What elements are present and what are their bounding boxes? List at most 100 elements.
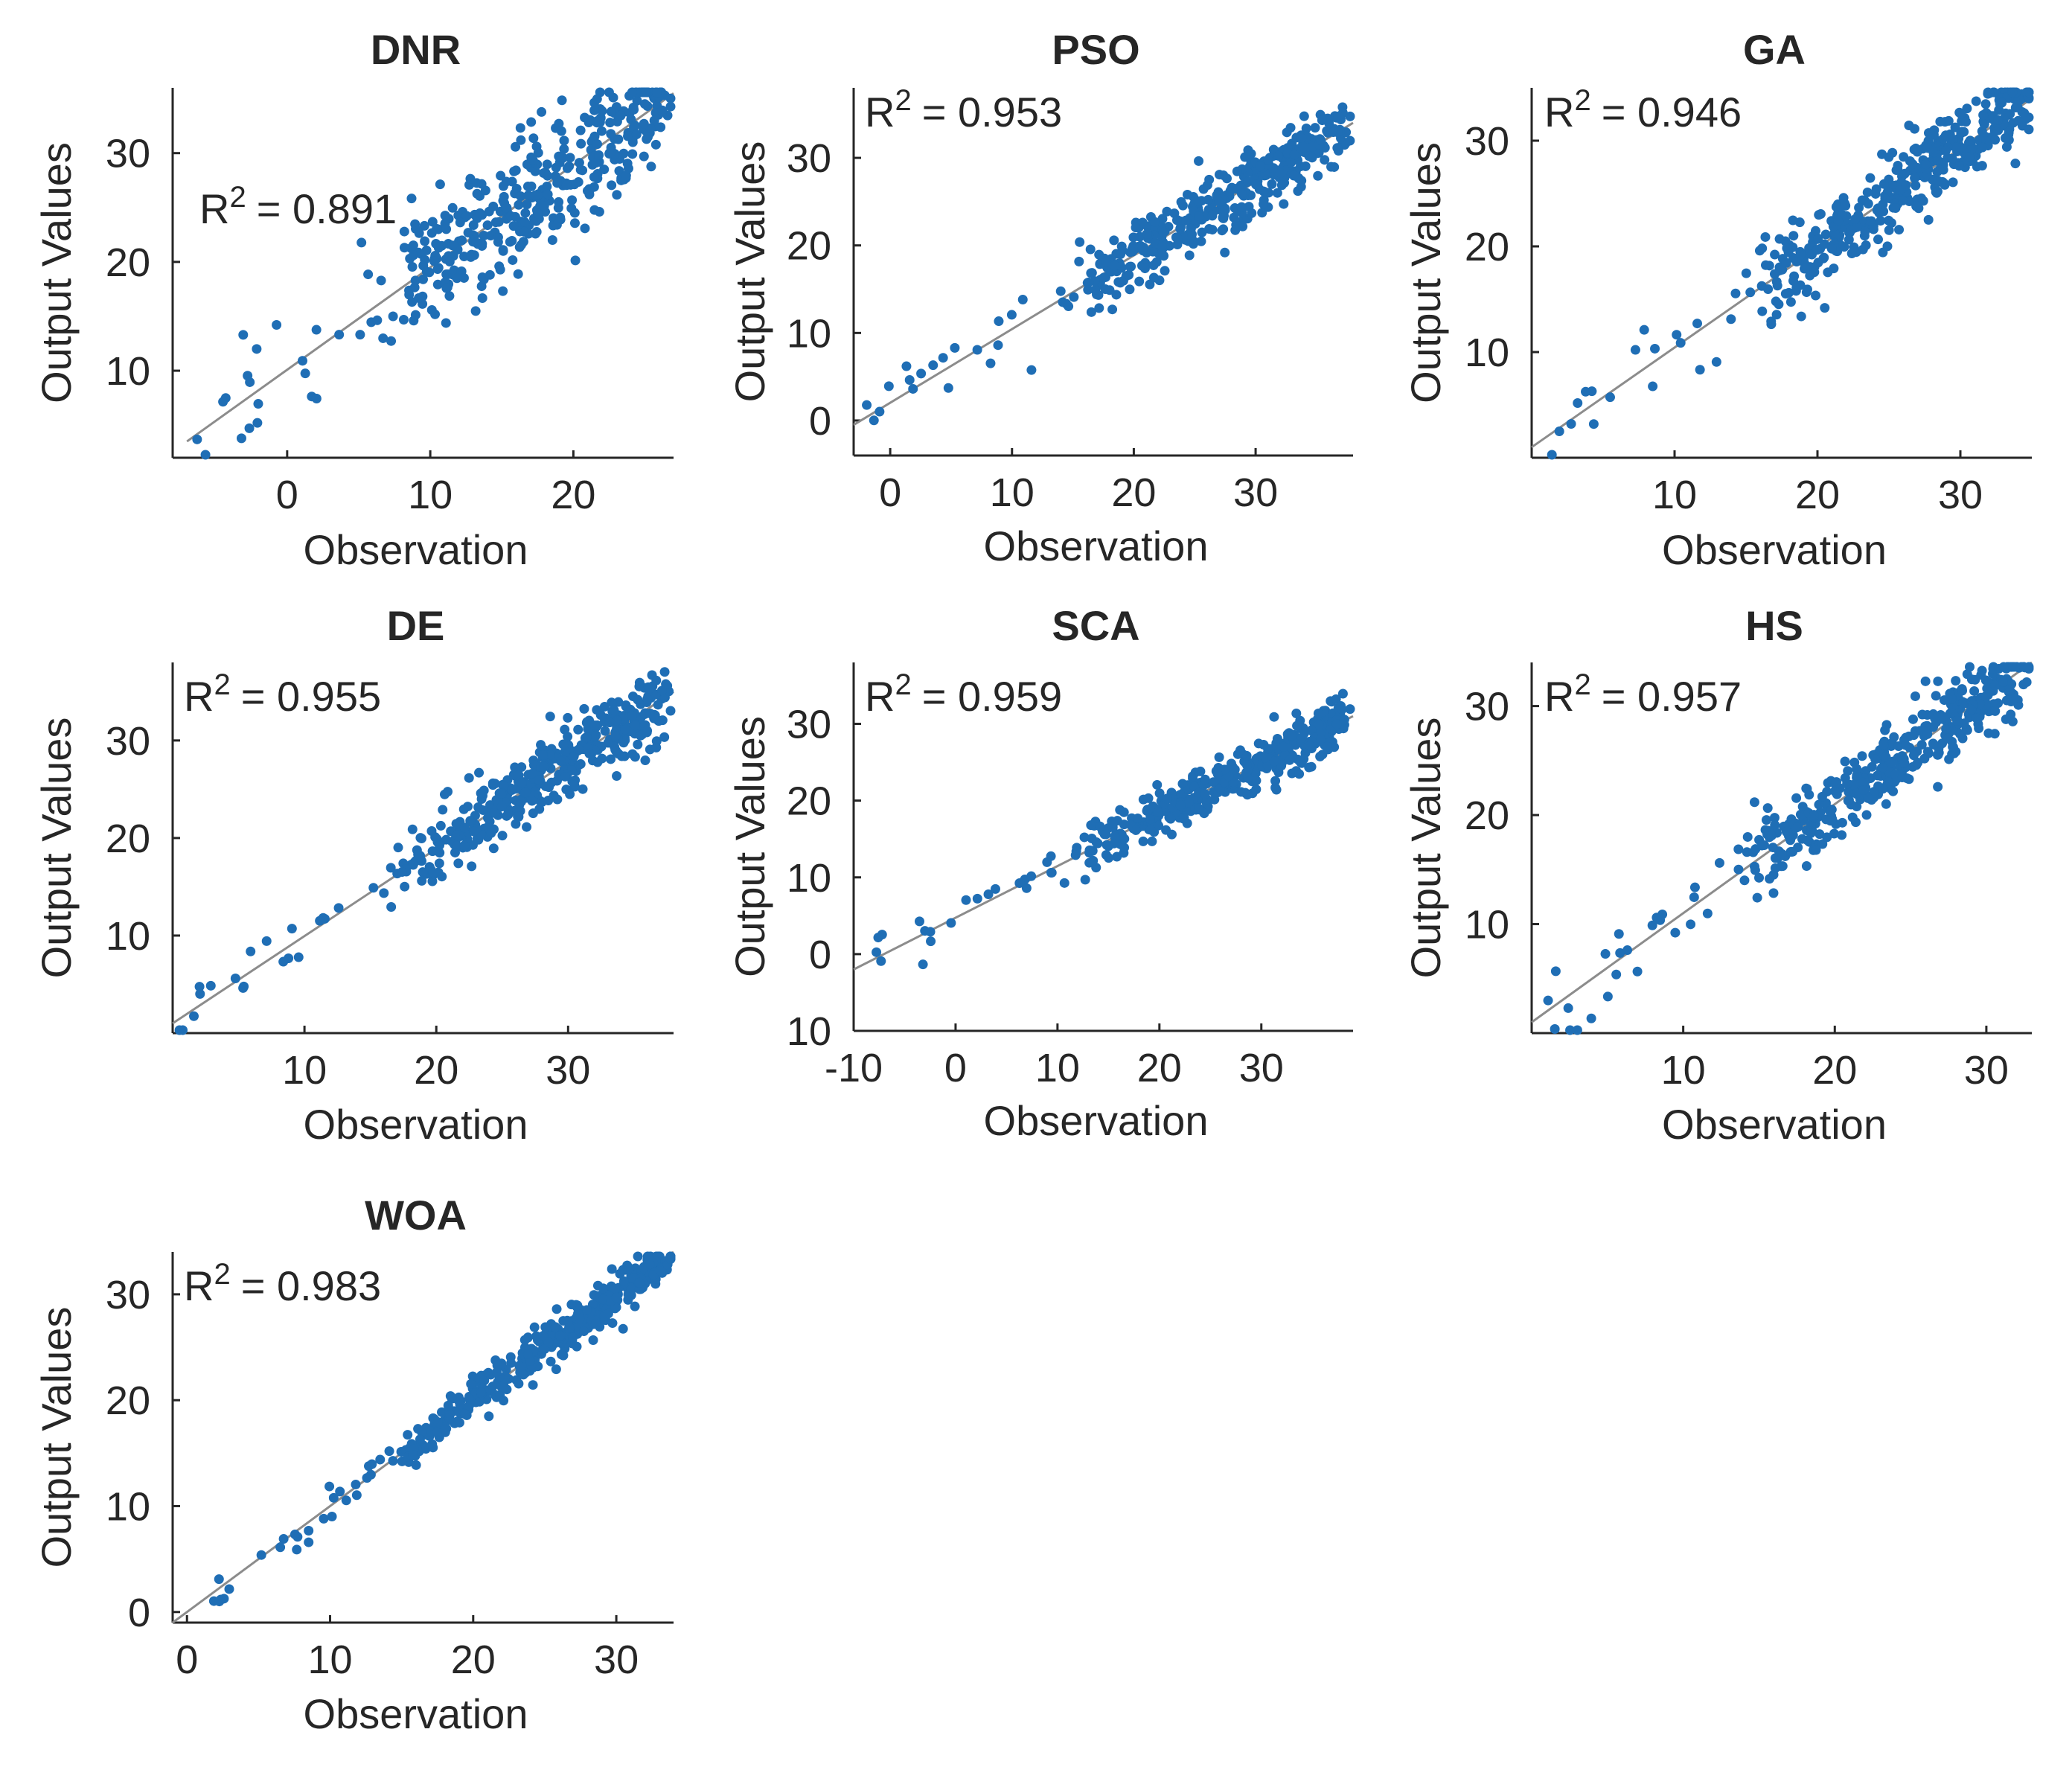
data-point	[1975, 699, 1986, 709]
data-point	[1888, 786, 1899, 796]
data-point	[386, 901, 397, 912]
data-point	[1142, 229, 1153, 239]
data-point	[1279, 199, 1289, 209]
data-point	[872, 947, 882, 957]
data-point	[522, 199, 532, 210]
chart-title: GA	[1743, 26, 1806, 73]
data-point	[458, 804, 469, 814]
data-point	[1235, 745, 1245, 755]
data-point	[2001, 714, 2011, 724]
data-point	[519, 226, 529, 237]
data-point	[1236, 188, 1247, 199]
data-point	[1554, 426, 1564, 437]
data-point	[1788, 231, 1799, 241]
data-point	[508, 255, 518, 265]
data-point	[990, 884, 1000, 894]
data-point	[576, 138, 586, 149]
data-point	[440, 1425, 450, 1435]
data-point	[516, 191, 526, 202]
y-tick-label: 20	[1465, 225, 1509, 269]
data-point	[558, 739, 569, 750]
x-tick-label: 20	[414, 1048, 458, 1093]
data-point	[476, 179, 487, 189]
data-point	[1157, 242, 1167, 252]
data-point	[572, 1341, 582, 1352]
data-point	[432, 264, 443, 275]
x-tick-label: 20	[1812, 1048, 1857, 1093]
data-point	[1220, 205, 1230, 215]
data-point	[579, 1326, 589, 1336]
data-point	[464, 1393, 474, 1404]
data-point	[1826, 816, 1836, 826]
data-point	[1124, 269, 1134, 280]
data-point	[594, 150, 604, 160]
data-point	[1198, 184, 1209, 194]
data-point	[1822, 832, 1832, 843]
chart-title: WOA	[365, 1192, 467, 1239]
r-squared-exponent: 2	[895, 84, 911, 117]
data-point	[1811, 226, 1821, 236]
data-point	[1175, 223, 1186, 234]
data-point	[1833, 216, 1844, 226]
data-point	[1614, 929, 1624, 939]
r-squared-value: = 0.891	[257, 185, 397, 232]
r-squared-label: R2 = 0.955	[184, 668, 381, 720]
data-point	[540, 782, 551, 792]
data-point	[1763, 284, 1774, 295]
data-point	[1804, 790, 1814, 800]
data-point	[362, 1473, 372, 1483]
data-point	[1881, 799, 1891, 809]
data-point	[630, 752, 640, 762]
data-point	[1965, 135, 1975, 146]
data-point	[1622, 945, 1633, 956]
data-point	[633, 1251, 643, 1262]
r-squared-exponent: 2	[1574, 668, 1590, 701]
data-point	[1220, 247, 1230, 258]
y-axis-label: Output Values	[33, 142, 80, 403]
data-point	[475, 208, 485, 218]
data-point	[1768, 843, 1778, 853]
data-point	[1293, 186, 1303, 196]
data-point	[568, 1332, 578, 1343]
data-point	[612, 715, 622, 726]
data-point	[205, 980, 216, 991]
data-point	[1094, 303, 1104, 313]
data-point	[1908, 714, 1918, 724]
data-point	[551, 220, 562, 230]
data-point	[1070, 850, 1081, 860]
x-tick-label: 0	[944, 1046, 967, 1090]
data-point	[1850, 214, 1861, 225]
data-point	[527, 768, 537, 779]
data-point	[443, 1400, 453, 1410]
data-point	[1826, 805, 1837, 815]
data-point	[1193, 196, 1203, 206]
data-point	[490, 779, 500, 789]
data-point	[561, 180, 572, 191]
data-point	[1230, 225, 1241, 235]
data-point	[946, 918, 956, 928]
data-point	[1194, 156, 1204, 166]
data-point	[1241, 767, 1252, 778]
data-point	[569, 752, 579, 762]
data-point	[597, 106, 607, 116]
data-point	[1104, 853, 1114, 863]
data-point	[178, 1025, 188, 1035]
x-tick-label: 20	[1795, 473, 1840, 517]
data-point	[1862, 187, 1873, 197]
data-point	[252, 418, 263, 428]
data-point	[1217, 226, 1227, 236]
data-point	[554, 118, 564, 129]
data-point	[1200, 789, 1210, 799]
data-point	[476, 281, 487, 292]
data-point	[1148, 260, 1159, 270]
data-point	[551, 1304, 562, 1314]
y-tick-label: 0	[809, 933, 831, 977]
r-squared-symbol: R	[184, 673, 214, 720]
data-point	[441, 283, 452, 293]
data-point	[1977, 665, 1987, 676]
data-point	[1884, 152, 1894, 162]
data-point	[1337, 704, 1347, 715]
data-point	[2018, 680, 2029, 690]
y-tick-label: 10	[106, 349, 150, 394]
data-point	[472, 188, 482, 199]
